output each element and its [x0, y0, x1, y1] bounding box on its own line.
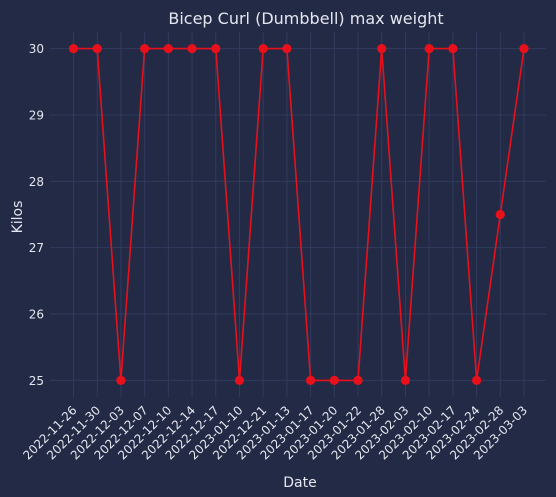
data-point — [234, 375, 245, 386]
y-tick-labels: 25 26 27 28 29 30 — [29, 42, 44, 388]
data-point — [258, 43, 268, 54]
data-point — [187, 43, 197, 54]
y-tick-label: 26 — [29, 308, 44, 322]
data-point — [495, 209, 505, 220]
data-point — [92, 43, 102, 54]
y-tick-label: 30 — [29, 42, 44, 56]
y-tick-label: 25 — [29, 374, 44, 388]
data-point — [471, 375, 482, 386]
grid — [50, 32, 546, 397]
data-point — [68, 43, 79, 54]
x-tick-labels: 2022-11-262022-11-302022-12-032022-12-07… — [20, 403, 530, 462]
data-point — [163, 43, 173, 54]
data-point — [140, 43, 150, 54]
data-point — [282, 43, 292, 54]
data-point — [400, 375, 411, 386]
data-points — [68, 43, 529, 386]
data-point — [211, 43, 221, 54]
data-point — [116, 375, 126, 386]
x-axis-label: Date — [283, 475, 316, 491]
series-line-layer — [73, 47, 525, 382]
data-point — [353, 375, 363, 386]
data-point — [377, 43, 387, 54]
y-axis-label: Kilos — [10, 201, 26, 234]
chart-title: Bicep Curl (Dumbbell) max weight — [168, 9, 443, 28]
data-point — [519, 43, 529, 54]
data-point — [329, 375, 339, 386]
series-line — [73, 47, 525, 382]
y-tick-label: 29 — [29, 108, 44, 122]
y-tick-label: 27 — [29, 241, 44, 255]
y-tick-label: 28 — [29, 175, 44, 189]
data-point — [424, 43, 434, 54]
data-point — [306, 375, 316, 386]
data-point — [448, 43, 458, 54]
